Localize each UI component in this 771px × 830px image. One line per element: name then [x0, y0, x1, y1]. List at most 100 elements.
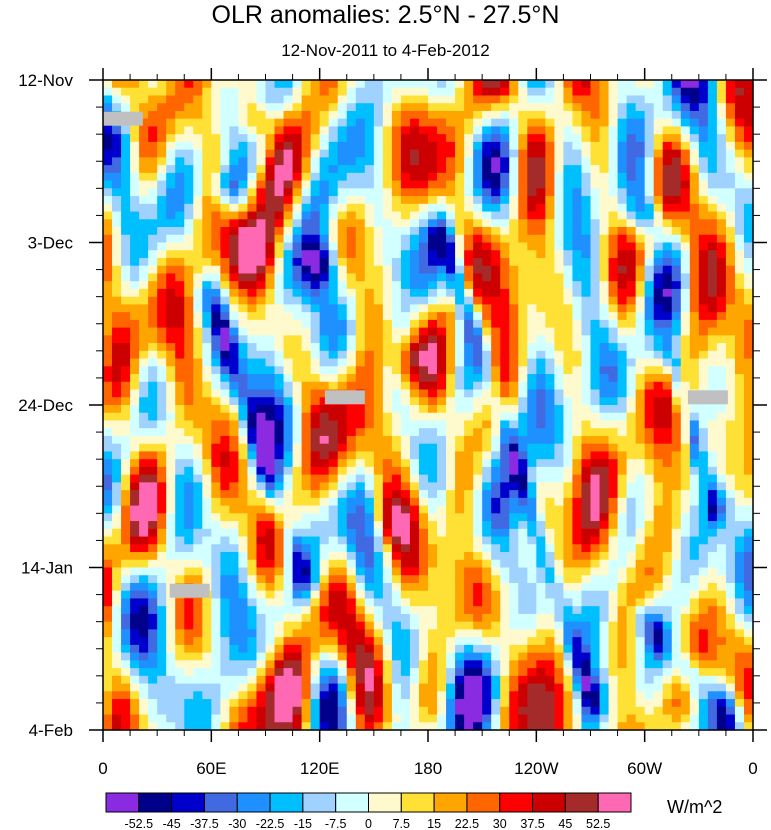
field-cell — [725, 606, 736, 615]
field-cell — [355, 110, 366, 120]
field-cell — [482, 180, 492, 189]
field-cell — [437, 389, 447, 398]
field-cell — [166, 288, 176, 298]
field-cell — [364, 575, 375, 584]
field-cell — [193, 250, 203, 259]
field-cell — [166, 459, 176, 468]
field-cell — [572, 335, 583, 344]
field-cell — [482, 172, 492, 182]
field-cell — [455, 335, 465, 344]
field-cell — [707, 227, 718, 236]
field-cell — [355, 335, 366, 344]
field-cell — [536, 188, 546, 197]
field-cell — [680, 552, 691, 561]
field-cell — [256, 304, 267, 313]
field-cell — [509, 110, 519, 120]
field-cell — [545, 288, 555, 298]
field-cell — [437, 149, 447, 158]
field-cell — [364, 435, 375, 445]
field-cell — [464, 196, 474, 205]
field-cell — [157, 466, 167, 476]
field-cell — [319, 80, 330, 89]
field-cell — [229, 366, 240, 375]
field-cell — [536, 281, 546, 290]
field-cell — [500, 219, 510, 228]
field-cell — [689, 188, 700, 197]
field-cell — [698, 405, 709, 414]
field-cell — [247, 474, 258, 483]
field-cell — [409, 474, 420, 483]
field-cell — [418, 497, 429, 507]
field-cell — [590, 606, 601, 615]
field-cell — [662, 358, 673, 367]
field-cell — [355, 203, 366, 213]
field-cell — [428, 412, 438, 422]
field-cell — [662, 466, 673, 476]
field-cell — [464, 165, 474, 174]
field-cell — [653, 103, 664, 112]
field-cell — [265, 590, 276, 600]
field-cell — [572, 505, 583, 514]
field-cell — [491, 211, 501, 220]
field-cell — [554, 435, 565, 445]
chart-subtitle: 12-Nov-2011 to 4-Feb-2012 — [281, 41, 490, 60]
field-cell — [482, 335, 492, 344]
field-cell — [175, 451, 185, 460]
field-cell — [373, 172, 384, 182]
field-cell — [716, 87, 727, 97]
field-cell — [545, 126, 555, 135]
field-cell — [112, 497, 122, 507]
field-cell — [175, 281, 185, 290]
field-cell — [662, 165, 673, 174]
field-cell — [364, 288, 375, 298]
field-cell — [418, 172, 429, 182]
field-cell — [130, 397, 140, 406]
field-cell — [644, 319, 655, 329]
field-cell — [518, 172, 528, 182]
field-cell — [175, 296, 185, 306]
field-cell — [464, 420, 474, 429]
field-cell — [121, 381, 131, 391]
field-cell — [689, 234, 700, 244]
field-cell — [644, 343, 655, 352]
field-cell — [464, 552, 474, 561]
field-cell — [617, 567, 628, 576]
field-cell — [211, 118, 221, 128]
field-cell — [292, 203, 303, 213]
field-cell — [148, 335, 158, 344]
field-cell — [491, 110, 501, 120]
field-cell — [103, 389, 113, 398]
field-cell — [265, 219, 276, 228]
field-cell — [292, 443, 303, 453]
field-cell — [527, 211, 537, 220]
field-cell — [743, 559, 754, 569]
field-cell — [355, 250, 366, 259]
field-cell — [599, 482, 610, 491]
field-cell — [130, 482, 140, 491]
field-cell — [202, 443, 212, 453]
field-cell — [265, 118, 276, 128]
field-cell — [301, 343, 312, 352]
field-cell — [455, 590, 465, 600]
field-cell — [310, 528, 321, 538]
field-cell — [391, 420, 402, 429]
field-cell — [491, 304, 501, 313]
field-cell — [509, 149, 519, 158]
field-cell — [121, 451, 131, 460]
field-cell — [644, 103, 655, 112]
field-cell — [617, 459, 628, 468]
field-cell — [238, 513, 249, 522]
field-cell — [599, 350, 610, 360]
field-cell — [662, 343, 673, 352]
field-cell — [202, 257, 212, 267]
field-cell — [635, 172, 646, 182]
field-cell — [626, 459, 637, 468]
field-cell — [391, 358, 402, 367]
field-cell — [274, 451, 285, 460]
field-cell — [391, 459, 402, 468]
field-cell — [382, 227, 393, 236]
field-cell — [680, 304, 691, 313]
field-cell — [572, 582, 583, 592]
field-cell — [698, 141, 709, 151]
field-cell — [265, 343, 276, 352]
